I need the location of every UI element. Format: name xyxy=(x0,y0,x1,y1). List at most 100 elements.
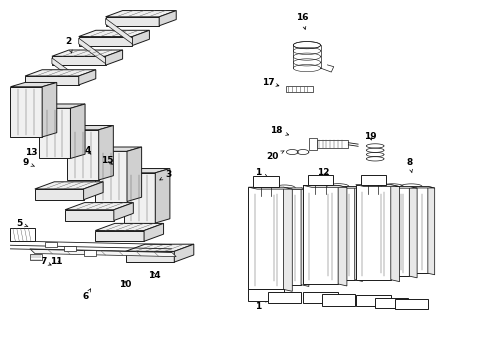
Polygon shape xyxy=(360,175,385,185)
Text: 19: 19 xyxy=(363,132,376,141)
Text: 17: 17 xyxy=(261,78,278,87)
Polygon shape xyxy=(65,203,133,210)
Polygon shape xyxy=(253,176,278,187)
Polygon shape xyxy=(39,104,85,108)
Polygon shape xyxy=(321,186,362,188)
Polygon shape xyxy=(79,37,132,45)
Polygon shape xyxy=(301,188,308,287)
Text: 2: 2 xyxy=(65,37,72,53)
Polygon shape xyxy=(125,251,174,262)
Polygon shape xyxy=(248,187,283,289)
Polygon shape xyxy=(52,50,122,56)
Polygon shape xyxy=(83,182,103,200)
Polygon shape xyxy=(267,188,301,285)
Polygon shape xyxy=(303,185,346,187)
Polygon shape xyxy=(95,151,127,202)
Polygon shape xyxy=(52,58,79,84)
Polygon shape xyxy=(248,289,283,301)
Polygon shape xyxy=(337,185,346,286)
Polygon shape xyxy=(374,186,408,276)
Polygon shape xyxy=(25,70,96,76)
Polygon shape xyxy=(374,298,407,309)
Polygon shape xyxy=(79,30,149,37)
Polygon shape xyxy=(283,187,292,291)
Text: 16: 16 xyxy=(295,13,307,30)
Text: 7: 7 xyxy=(41,257,51,266)
Polygon shape xyxy=(114,203,133,221)
Polygon shape xyxy=(70,104,85,158)
Text: 8: 8 xyxy=(406,158,411,173)
Polygon shape xyxy=(42,82,57,137)
Polygon shape xyxy=(65,210,114,221)
Polygon shape xyxy=(155,168,169,223)
Polygon shape xyxy=(79,38,105,64)
Polygon shape xyxy=(35,189,83,200)
Polygon shape xyxy=(174,244,193,262)
Polygon shape xyxy=(303,292,337,303)
Polygon shape xyxy=(144,224,163,241)
Text: 1: 1 xyxy=(255,168,266,177)
Polygon shape xyxy=(10,228,35,241)
Text: 13: 13 xyxy=(24,148,44,158)
Polygon shape xyxy=(10,87,42,137)
Polygon shape xyxy=(105,17,159,26)
Polygon shape xyxy=(394,186,434,188)
Text: 5: 5 xyxy=(16,219,28,228)
Polygon shape xyxy=(67,130,99,180)
Polygon shape xyxy=(30,249,176,257)
Polygon shape xyxy=(64,246,76,251)
Polygon shape xyxy=(123,173,155,223)
Polygon shape xyxy=(95,224,163,230)
Polygon shape xyxy=(303,185,337,284)
Polygon shape xyxy=(355,185,390,280)
Polygon shape xyxy=(127,147,142,202)
Polygon shape xyxy=(427,186,434,275)
Polygon shape xyxy=(321,294,354,306)
Polygon shape xyxy=(285,86,312,93)
Polygon shape xyxy=(95,147,142,151)
Polygon shape xyxy=(394,299,427,309)
Polygon shape xyxy=(52,56,105,65)
Polygon shape xyxy=(390,185,399,282)
Text: 6: 6 xyxy=(83,289,90,301)
Polygon shape xyxy=(307,175,332,185)
Polygon shape xyxy=(35,182,103,189)
Polygon shape xyxy=(248,187,292,189)
Polygon shape xyxy=(132,30,149,45)
Polygon shape xyxy=(374,186,416,188)
Polygon shape xyxy=(355,296,390,306)
Text: 11: 11 xyxy=(50,257,63,266)
Polygon shape xyxy=(105,50,122,65)
Polygon shape xyxy=(316,140,347,148)
Text: 14: 14 xyxy=(148,270,160,279)
Polygon shape xyxy=(105,10,176,17)
Polygon shape xyxy=(39,108,70,158)
Polygon shape xyxy=(30,253,42,260)
Polygon shape xyxy=(25,76,79,85)
Text: 12: 12 xyxy=(317,168,329,177)
Text: 1: 1 xyxy=(255,300,267,311)
Text: 4: 4 xyxy=(84,146,91,155)
Text: 10: 10 xyxy=(119,280,131,289)
Polygon shape xyxy=(267,292,301,303)
Text: 9: 9 xyxy=(23,158,35,167)
Polygon shape xyxy=(321,186,354,280)
Polygon shape xyxy=(408,186,416,278)
Polygon shape xyxy=(309,138,316,149)
Text: 18: 18 xyxy=(269,126,288,135)
Text: 3: 3 xyxy=(160,170,172,180)
Polygon shape xyxy=(355,185,399,186)
Polygon shape xyxy=(394,186,427,273)
Polygon shape xyxy=(293,41,320,49)
Text: 20: 20 xyxy=(266,151,284,161)
Polygon shape xyxy=(79,70,96,85)
Polygon shape xyxy=(83,250,96,256)
Polygon shape xyxy=(10,82,57,87)
Polygon shape xyxy=(159,10,176,26)
Polygon shape xyxy=(105,18,132,44)
Polygon shape xyxy=(44,242,57,247)
Polygon shape xyxy=(99,126,113,180)
Polygon shape xyxy=(125,244,193,251)
Polygon shape xyxy=(123,168,169,173)
Text: 12: 12 xyxy=(387,301,400,311)
